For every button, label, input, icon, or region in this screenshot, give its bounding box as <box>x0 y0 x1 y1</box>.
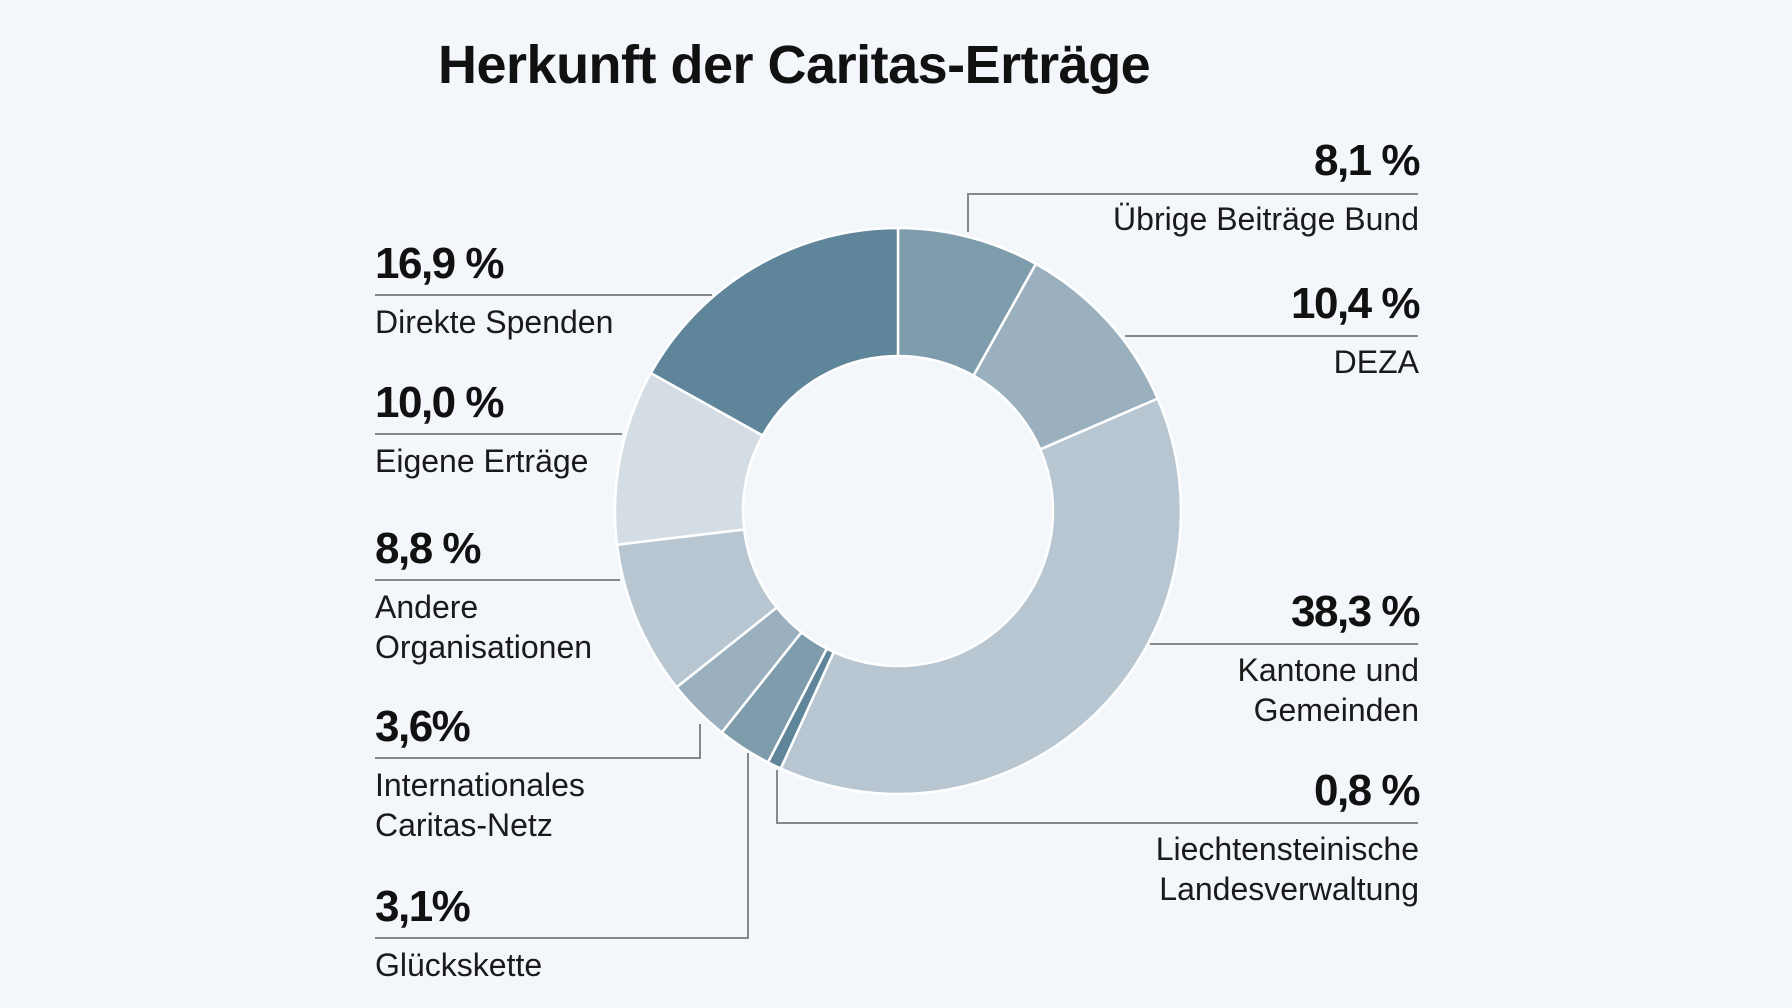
leader-line-glueckskette <box>375 753 749 939</box>
label-direkte-spenden: 16,9 % Direkte Spenden <box>375 242 775 342</box>
label-uebrige-beitraege-bund: 8,1 % Übrige Beiträge Bund <box>1019 136 1421 239</box>
leader-lines <box>375 193 1418 939</box>
label-category: Glückskette <box>375 947 543 983</box>
label-value: 8,8 % <box>375 524 482 573</box>
label-value: 3,1% <box>375 882 471 931</box>
donut-slices <box>613 226 1183 796</box>
label-category: Eigene Erträge <box>375 443 589 479</box>
label-category: Übrige Beiträge Bund <box>1113 201 1419 237</box>
slice-2 <box>779 397 1183 796</box>
label-internationales-caritas-netz: 3,6% Internationales Caritas-Netz <box>375 705 775 845</box>
leader-line-uebrige <box>967 193 1418 232</box>
label-deza: 10,4 % DEZA <box>1019 279 1420 382</box>
label-category: Direkte Spenden <box>375 304 614 340</box>
label-kantone-gemeinden: 38,3 % Kantone und Gemeinden <box>1019 587 1421 730</box>
label-value: 10,4 % <box>1291 279 1420 328</box>
label-liechtenstein: 0,8 % Liechtensteinische Landesverwaltun… <box>1019 766 1421 909</box>
label-value: 3,6% <box>375 702 471 751</box>
label-value: 8,1 % <box>1313 136 1421 185</box>
label-category: DEZA <box>1333 344 1419 380</box>
label-value: 10,0 % <box>375 378 504 427</box>
label-andere-organisationen: 8,8 % Andere Organisationen <box>375 527 775 667</box>
slice-8 <box>649 226 900 437</box>
label-value: 38,3 % <box>1291 587 1420 636</box>
label-category: Andere Organisationen <box>375 589 593 665</box>
label-category: Liechtensteinische Landesverwaltung <box>1155 831 1419 907</box>
chart-title: Herkunft der Caritas-Erträge <box>438 35 1151 95</box>
leader-line-liechtenstein <box>776 770 1418 824</box>
label-eigene-ertraege: 10,0 % Eigene Erträge <box>375 381 775 481</box>
label-glueckskette: 3,1% Glückskette <box>375 885 775 985</box>
label-category: Internationales Caritas-Netz <box>375 767 585 843</box>
label-value: 16,9 % <box>375 239 504 288</box>
label-value: 0,8 % <box>1313 766 1421 815</box>
leader-line-internationales <box>375 724 701 759</box>
label-category: Kantone und Gemeinden <box>1237 652 1420 728</box>
